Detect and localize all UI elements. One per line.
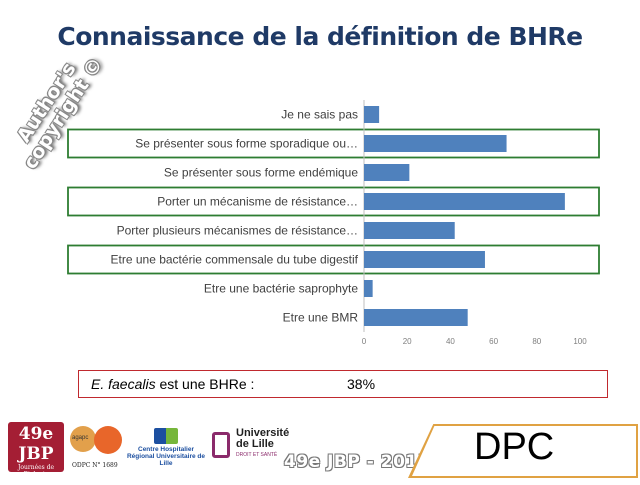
bar <box>364 309 468 326</box>
chr-lille-logo: Centre Hospitalier Régional Universitair… <box>126 428 206 468</box>
jbp-logo-subtitle: Journées de Biologie Praticienne <box>17 464 55 485</box>
category-label: Etre une bactérie saprophyte <box>204 282 358 296</box>
universite-lille-logo: Université de Lille DROIT ET SANTÉ <box>212 426 292 470</box>
answer-box: E. faecalis est une BHRe : 38% <box>78 370 608 398</box>
odpc-number: ODPC N° 1689 <box>72 462 118 469</box>
slide-title: Connaissance de la définition de BHRe <box>57 22 583 51</box>
category-label: Etre une bactérie commensale du tube dig… <box>111 253 359 267</box>
answer-value: 38% <box>347 376 376 392</box>
bar <box>364 164 410 181</box>
category-label: Je ne sais pas <box>281 108 358 122</box>
chr-logo-mark <box>154 428 178 444</box>
bar <box>364 251 485 268</box>
category-label: Se présenter sous forme sporadique ou… <box>135 137 358 151</box>
x-tick-label: 100 <box>573 337 587 346</box>
bar <box>364 193 565 210</box>
universite-lille-mark <box>212 432 230 458</box>
bar <box>364 280 373 297</box>
category-label: Se présenter sous forme endémique <box>164 166 358 180</box>
x-tick-label: 40 <box>446 337 455 346</box>
agapc-circle-1 <box>70 426 96 452</box>
jbp-logo: 49e JBP Journées de Biologie Praticienne <box>8 422 64 485</box>
logo-strip: 49e JBP Journées de Biologie Praticienne… <box>0 420 640 485</box>
x-tick-label: 0 <box>362 337 367 346</box>
highlight-box-3 <box>67 244 600 275</box>
category-label: Etre une BMR <box>283 311 359 325</box>
agapc-logo: agapc <box>70 426 122 466</box>
bar <box>364 106 380 123</box>
bar-chart: Je ne sais pas Se présenter sous forme sp… <box>67 100 600 346</box>
chr-logo-text: Centre Hospitalier Régional Universitair… <box>126 446 206 467</box>
agapc-circle-2 <box>94 426 122 454</box>
x-tick-label: 20 <box>403 337 412 346</box>
x-tick-label: 60 <box>489 337 498 346</box>
answer-question: E. faecalis est une BHRe : <box>91 371 254 397</box>
dpc-label: DPC <box>474 426 555 468</box>
answer-species: E. faecalis <box>91 376 156 392</box>
universite-lille-subtext: DROIT ET SANTÉ <box>236 452 278 458</box>
highlight-box-1 <box>67 128 600 159</box>
agapc-logo-text: agapc <box>72 435 89 441</box>
category-label: Porter plusieurs mécanismes de résistanc… <box>117 224 358 238</box>
category-label: Porter un mécanisme de résistance… <box>157 195 358 209</box>
jbp-logo-title: 49e JBP <box>18 424 54 464</box>
x-tick-label: 80 <box>532 337 541 346</box>
universite-lille-text: Université de Lille <box>236 427 290 450</box>
bar <box>364 135 507 152</box>
dpc-badge <box>412 426 636 476</box>
answer-question-rest: est une BHRe : <box>155 376 255 392</box>
bar <box>364 222 455 239</box>
highlight-box-2 <box>67 186 600 217</box>
